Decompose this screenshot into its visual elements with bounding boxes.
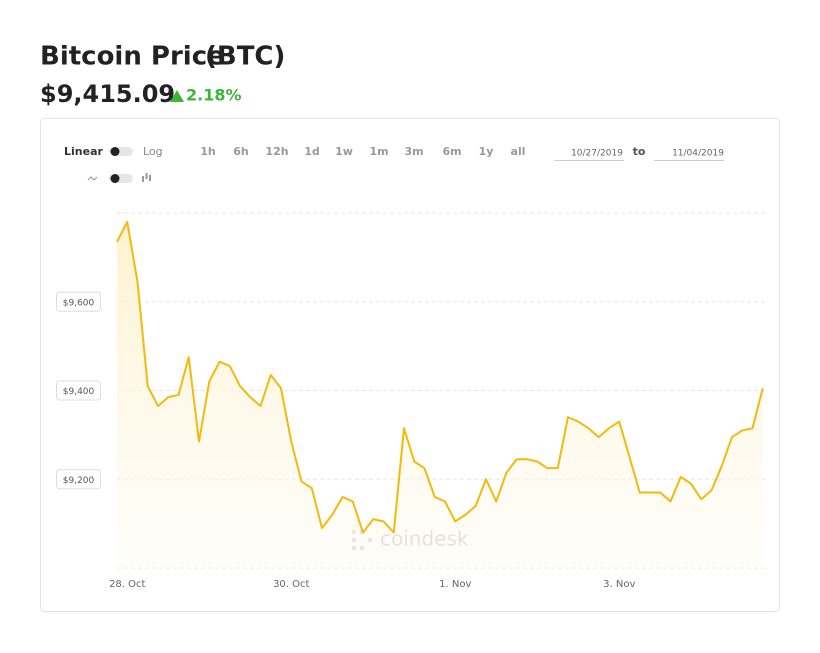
y-tick-label: $9,400 xyxy=(63,387,95,397)
y-tick-box xyxy=(56,469,101,490)
y-tick-box xyxy=(56,291,101,312)
up-arrow xyxy=(170,90,184,102)
range-button[interactable]: 3m xyxy=(404,145,423,158)
range-button[interactable]: 1w xyxy=(335,145,353,158)
x-tick-label: 3. Nov xyxy=(603,579,635,590)
range-button[interactable]: 1d xyxy=(304,145,320,158)
date-to[interactable]: 11/04/2019 xyxy=(672,149,724,159)
date-separator: to xyxy=(633,145,646,158)
x-tick-label: 30. Oct xyxy=(273,579,309,590)
y-tick-box xyxy=(56,380,101,401)
range-button[interactable]: 6m xyxy=(442,145,461,158)
range-button[interactable]: 12h xyxy=(265,145,288,158)
x-tick-label: 28. Oct xyxy=(109,579,145,590)
range-button[interactable]: 6h xyxy=(233,145,249,158)
range-button[interactable]: 1h xyxy=(200,145,216,158)
change: 2.18% xyxy=(186,86,242,105)
toggle-knob xyxy=(110,174,120,183)
title: Bitcoin Price xyxy=(40,42,225,72)
price: $9,415.09 xyxy=(40,80,175,108)
x-tick-label: 1. Nov xyxy=(439,579,471,590)
price-line xyxy=(116,220,764,534)
y-tick-label: $9,600 xyxy=(63,298,95,308)
range-button[interactable]: 1y xyxy=(479,145,494,158)
candle-icon[interactable] xyxy=(142,173,151,182)
toggle-knob xyxy=(110,147,120,156)
linear-option[interactable]: Linear xyxy=(64,145,103,158)
range-buttons: 1h 6h 12h 1d 1w 1m 3m 6m 1y all xyxy=(200,145,525,158)
y-tick-label: $9,200 xyxy=(63,476,95,486)
area-fill xyxy=(117,221,763,568)
range-button[interactable]: 1m xyxy=(369,145,388,158)
range-button[interactable]: all xyxy=(511,145,526,158)
ticker: (BTC) xyxy=(205,42,285,72)
plot: $9,200 $9,400 $9,600 28. Oct 30. Oct 1. Nov 3.… xyxy=(56,212,768,590)
line-icon[interactable] xyxy=(87,176,98,181)
date-from[interactable]: 10/27/2019 xyxy=(571,149,623,159)
log-option[interactable]: Log xyxy=(143,145,163,158)
